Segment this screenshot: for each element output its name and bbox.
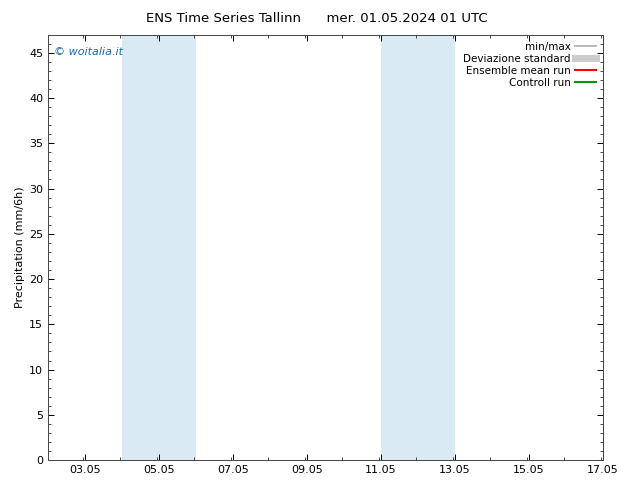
Bar: [381, 35, 455, 460]
Text: © woitalia.it: © woitalia.it: [54, 48, 123, 57]
Text: ENS Time Series Tallinn      mer. 01.05.2024 01 UTC: ENS Time Series Tallinn mer. 01.05.2024 …: [146, 12, 488, 25]
Bar: [122, 35, 196, 460]
Y-axis label: Precipitation (mm/6h): Precipitation (mm/6h): [15, 187, 25, 308]
Legend: min/max, Deviazione standard, Ensemble mean run, Controll run: min/max, Deviazione standard, Ensemble m…: [462, 40, 598, 90]
